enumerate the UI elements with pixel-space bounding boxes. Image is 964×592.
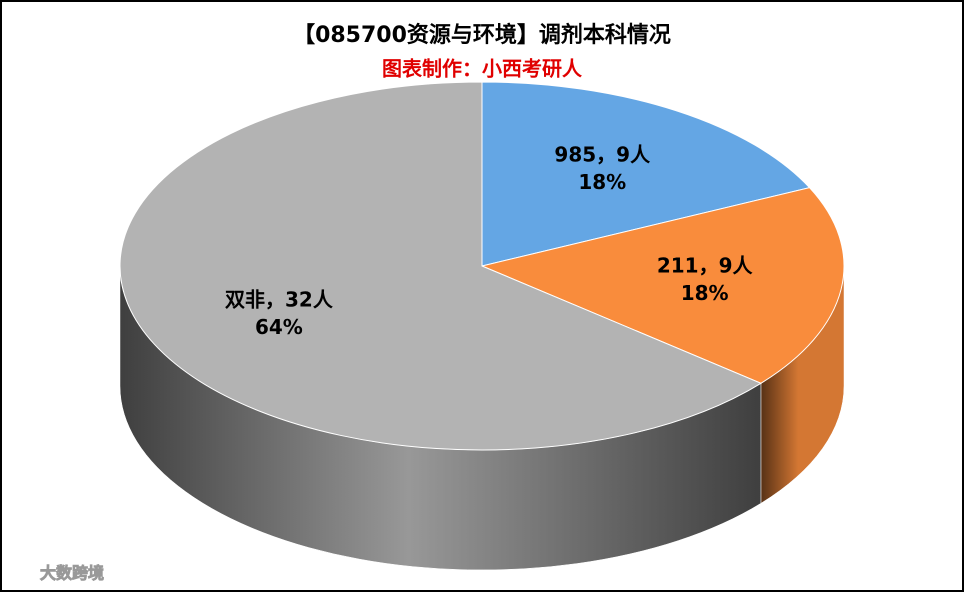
label-separator: ， xyxy=(699,253,719,277)
chart-subtitle: 图表制作：小西考研人 xyxy=(382,57,583,81)
watermark: 大数跨境 xyxy=(40,564,104,583)
chart-title: 【085700资源与环境】调剂本科情况 xyxy=(293,22,671,48)
pie-slice xyxy=(480,187,845,384)
label-separator: ， xyxy=(265,287,285,311)
percent-label: 18% xyxy=(578,170,626,194)
pie-slice xyxy=(481,81,811,267)
label-value: 9人 xyxy=(616,142,651,166)
data-label: 985，9人 xyxy=(554,142,651,166)
percent-label: 18% xyxy=(681,281,729,305)
pie-tops xyxy=(119,81,845,451)
label-category: 双非 xyxy=(225,287,265,311)
data-label: 211，9人 xyxy=(657,253,754,277)
data-label: 双非，32人 xyxy=(225,287,334,311)
label-category: 211 xyxy=(657,253,699,277)
label-separator: ， xyxy=(596,142,616,166)
label-value: 32人 xyxy=(285,287,334,311)
pie-slice xyxy=(119,81,763,451)
label-category: 985 xyxy=(554,142,596,166)
label-value: 9人 xyxy=(719,253,754,277)
percent-label: 64% xyxy=(255,315,303,339)
